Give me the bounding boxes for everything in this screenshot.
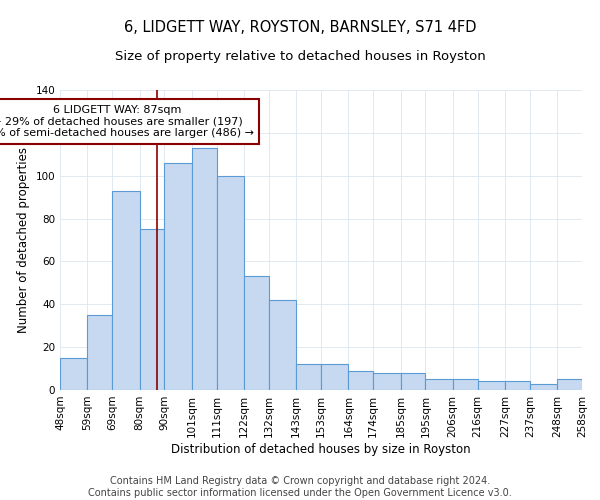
Y-axis label: Number of detached properties: Number of detached properties: [17, 147, 30, 333]
Bar: [557, 380, 582, 390]
Bar: [453, 380, 478, 390]
Bar: [478, 382, 505, 390]
Bar: [401, 373, 425, 390]
Bar: [269, 300, 296, 390]
Bar: [60, 358, 88, 390]
Bar: [425, 380, 453, 390]
Bar: [296, 364, 321, 390]
Bar: [140, 230, 164, 390]
Bar: [505, 382, 530, 390]
Bar: [244, 276, 269, 390]
Text: Size of property relative to detached houses in Royston: Size of property relative to detached ho…: [115, 50, 485, 63]
Text: Contains HM Land Registry data © Crown copyright and database right 2024.
Contai: Contains HM Land Registry data © Crown c…: [88, 476, 512, 498]
Bar: [192, 148, 217, 390]
Bar: [164, 163, 192, 390]
Bar: [373, 373, 401, 390]
Bar: [88, 315, 112, 390]
Bar: [530, 384, 557, 390]
X-axis label: Distribution of detached houses by size in Royston: Distribution of detached houses by size …: [171, 442, 471, 456]
Bar: [349, 370, 373, 390]
Text: 6 LIDGETT WAY: 87sqm
← 29% of detached houses are smaller (197)
71% of semi-deta: 6 LIDGETT WAY: 87sqm ← 29% of detached h…: [0, 105, 254, 138]
Text: 6, LIDGETT WAY, ROYSTON, BARNSLEY, S71 4FD: 6, LIDGETT WAY, ROYSTON, BARNSLEY, S71 4…: [124, 20, 476, 35]
Bar: [112, 190, 140, 390]
Bar: [321, 364, 349, 390]
Bar: [217, 176, 244, 390]
